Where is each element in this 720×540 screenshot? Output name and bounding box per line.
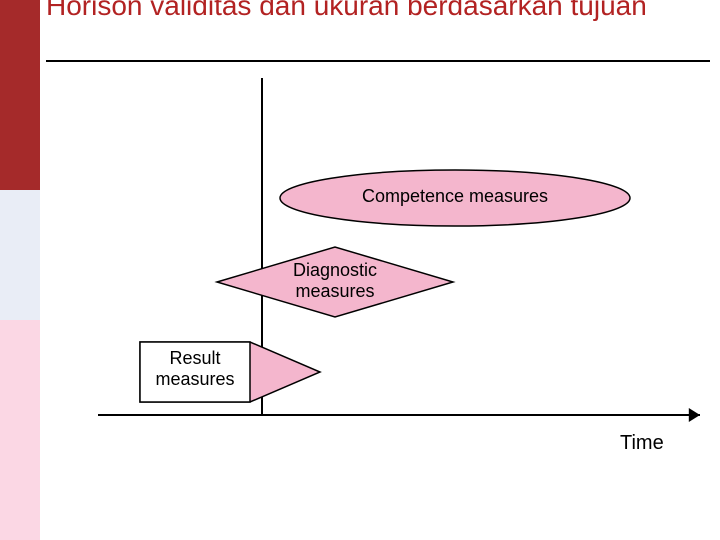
diagnostic-label: Diagnostic measures	[265, 260, 405, 302]
result-label: Result measures	[140, 348, 250, 390]
x-axis-label: Time	[620, 432, 700, 455]
competence-label: Competence measures	[280, 186, 630, 207]
slide: Horison validitas dan ukuran berdasarkan…	[0, 0, 720, 540]
x-axis-arrow-icon	[689, 408, 700, 422]
